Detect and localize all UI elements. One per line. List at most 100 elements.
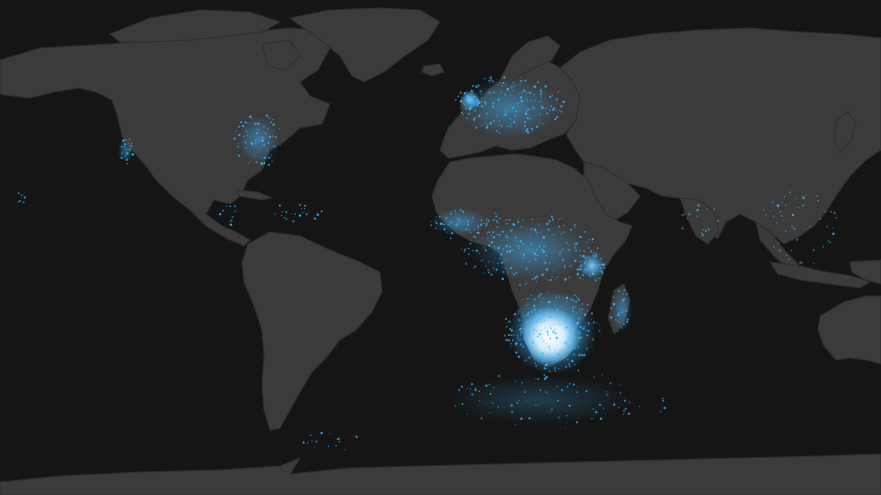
data-point — [546, 329, 549, 332]
data-point — [575, 300, 578, 303]
data-point — [233, 205, 236, 208]
data-point — [701, 233, 704, 236]
data-point — [519, 240, 522, 243]
data-point — [540, 91, 543, 94]
data-point — [509, 327, 512, 330]
data-point — [521, 128, 524, 131]
data-point — [458, 220, 461, 222]
data-point — [573, 224, 576, 227]
data-point — [538, 245, 541, 247]
data-point — [500, 91, 503, 93]
data-point — [781, 202, 783, 204]
data-point — [267, 128, 269, 130]
data-point — [541, 273, 544, 276]
data-point — [542, 250, 546, 254]
data-point — [263, 126, 265, 128]
data-point — [486, 221, 488, 223]
data-point — [531, 106, 534, 109]
data-point — [470, 383, 474, 386]
data-point — [269, 118, 271, 120]
data-point — [551, 95, 553, 97]
data-point — [617, 320, 619, 322]
data-point — [564, 341, 567, 344]
data-point — [625, 320, 629, 324]
data-point — [246, 134, 248, 137]
data-point — [520, 417, 523, 420]
data-point — [497, 374, 501, 378]
data-point — [583, 353, 586, 357]
data-point — [434, 227, 437, 230]
data-point — [492, 218, 495, 222]
data-point — [526, 327, 529, 330]
data-point — [492, 91, 495, 94]
data-point — [505, 219, 507, 221]
data-point — [449, 237, 452, 239]
data-point — [662, 400, 664, 402]
data-point — [484, 249, 487, 252]
data-point — [131, 153, 135, 156]
data-point — [539, 96, 542, 99]
data-point — [594, 252, 597, 254]
data-point — [778, 249, 781, 252]
data-point — [713, 208, 716, 210]
data-point — [510, 410, 514, 414]
data-point — [543, 297, 545, 300]
data-point — [552, 234, 555, 236]
data-point — [508, 340, 511, 343]
data-point — [529, 118, 532, 120]
data-point — [537, 313, 540, 316]
data-point — [588, 322, 590, 325]
data-point — [274, 213, 276, 215]
data-point — [549, 313, 551, 315]
data-point — [507, 339, 510, 342]
data-point — [229, 205, 231, 207]
data-point — [535, 344, 538, 347]
data-point — [520, 91, 523, 94]
data-point — [516, 240, 519, 243]
data-point — [270, 121, 272, 124]
data-point — [539, 122, 541, 124]
data-point — [548, 348, 551, 351]
data-point — [511, 272, 514, 274]
data-point — [278, 128, 281, 130]
data-point — [813, 262, 815, 265]
data-point — [474, 116, 476, 119]
data-point — [532, 93, 536, 96]
data-point — [597, 263, 601, 267]
data-point — [770, 210, 772, 213]
data-point — [540, 320, 542, 322]
data-point — [497, 262, 499, 265]
data-point — [588, 273, 591, 276]
data-point — [548, 370, 551, 373]
data-point — [466, 117, 468, 119]
data-point — [603, 408, 605, 410]
data-point — [496, 78, 498, 80]
data-point — [526, 320, 529, 323]
data-point — [585, 347, 588, 350]
data-point — [466, 91, 469, 93]
data-point — [495, 268, 498, 271]
data-point — [512, 333, 515, 336]
data-point — [513, 312, 517, 316]
data-point — [534, 276, 537, 280]
data-point — [544, 367, 547, 370]
data-point — [517, 221, 520, 223]
data-point — [568, 404, 571, 407]
data-point — [499, 132, 501, 134]
data-point — [659, 410, 662, 413]
data-point — [519, 96, 523, 99]
data-point — [578, 308, 581, 310]
data-point — [544, 254, 548, 257]
data-point — [569, 383, 571, 385]
data-point — [583, 326, 585, 328]
data-point — [612, 302, 615, 305]
data-point — [537, 404, 539, 406]
data-point — [466, 223, 470, 226]
data-point — [497, 406, 499, 408]
data-point — [580, 266, 582, 268]
data-point — [123, 145, 125, 147]
data-point — [469, 98, 471, 100]
data-point — [492, 80, 495, 83]
data-point — [533, 308, 536, 311]
